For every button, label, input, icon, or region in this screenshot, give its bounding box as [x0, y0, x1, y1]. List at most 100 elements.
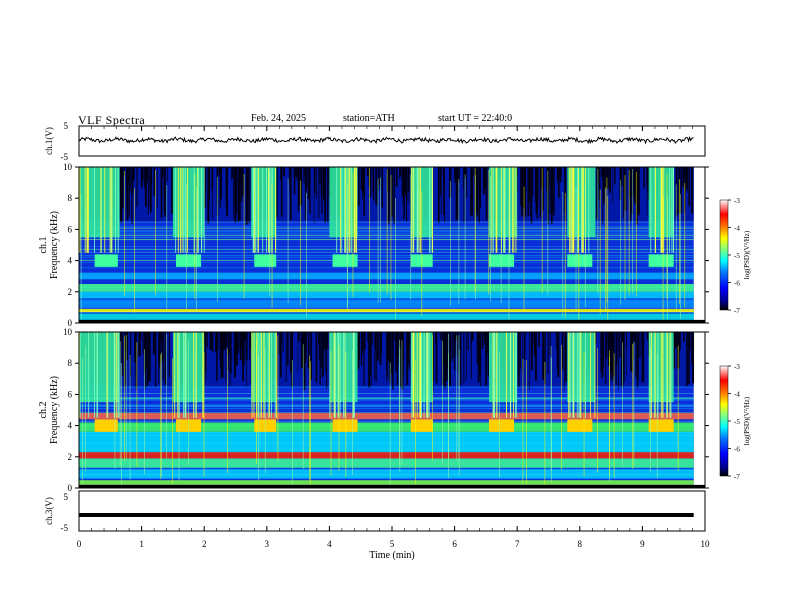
- noise-streak: [139, 332, 141, 357]
- sferic-spike: [456, 335, 458, 461]
- noise-streak: [451, 332, 453, 362]
- noise-streak: [212, 167, 213, 220]
- burst-streak: [267, 332, 269, 418]
- time-tick-label: 6: [452, 539, 457, 549]
- interference-line: [79, 399, 694, 401]
- burst-streak: [594, 332, 596, 418]
- sferic-spike: [458, 179, 460, 304]
- burst-streak: [88, 332, 90, 418]
- noise-streak: [609, 332, 611, 382]
- noise-streak: [148, 332, 150, 382]
- sferic-spike: [551, 357, 552, 483]
- burst-streak: [582, 167, 584, 253]
- burst-streak: [334, 332, 336, 418]
- noise-streak: [607, 167, 609, 183]
- noise-streak: [396, 332, 399, 364]
- noise-streak: [374, 332, 376, 381]
- noise-streak: [555, 332, 557, 348]
- burst-streak: [573, 167, 575, 253]
- noise-streak: [453, 332, 456, 358]
- sferic-spike: [160, 354, 162, 480]
- noise-streak: [358, 167, 360, 207]
- frequency-band: [79, 299, 694, 308]
- noise-streak: [132, 167, 135, 181]
- noise-streak: [530, 167, 533, 224]
- noise-streak: [618, 332, 620, 390]
- sferic-spike: [166, 185, 168, 310]
- burst-streak: [348, 167, 350, 253]
- burst-streak: [412, 332, 414, 418]
- ch3-ytick-top: 5: [64, 492, 69, 502]
- noise-streak: [481, 332, 484, 349]
- interference-line: [79, 398, 694, 400]
- noise-streak: [552, 167, 554, 214]
- noise-streak: [379, 332, 382, 366]
- burst-streak: [515, 332, 517, 418]
- noise-streak: [304, 332, 306, 387]
- noise-streak: [546, 167, 548, 192]
- noise-streak: [549, 332, 551, 356]
- frequency-band: [79, 313, 694, 320]
- noise-streak: [150, 332, 151, 382]
- noise-streak: [440, 167, 442, 215]
- noise-streak: [464, 167, 466, 179]
- noise-streak: [483, 332, 486, 342]
- noise-streak: [454, 167, 456, 183]
- noise-streak: [691, 167, 694, 214]
- burst-streak: [420, 332, 422, 418]
- frequency-band: [79, 284, 694, 292]
- interference-line: [79, 298, 694, 299]
- noise-streak: [307, 167, 310, 200]
- noise-streak: [235, 332, 238, 366]
- interference-line: [79, 230, 694, 232]
- interference-line: [79, 246, 694, 247]
- noise-streak: [485, 332, 487, 386]
- tone-segment: [94, 419, 118, 432]
- noise-streak: [445, 332, 448, 381]
- sferic-spike: [395, 198, 396, 323]
- noise-streak: [630, 332, 632, 346]
- noise-streak: [622, 332, 625, 348]
- sferic-spike: [256, 339, 257, 464]
- noise-streak: [233, 167, 234, 219]
- freq-tick-label: 8: [68, 193, 73, 203]
- freq-tick-label: 0: [68, 483, 73, 493]
- noise-streak: [633, 167, 635, 198]
- noise-streak: [455, 167, 458, 182]
- colorbar-tick-label: -5: [734, 252, 740, 260]
- noise-streak: [321, 167, 323, 214]
- noise-streak: [607, 332, 610, 366]
- noise-streak: [536, 167, 538, 186]
- sferic-spike: [578, 195, 580, 321]
- figure-title: VLF Spectra: [78, 113, 146, 127]
- noise-streak: [435, 332, 436, 344]
- sferic-spike: [458, 350, 460, 476]
- ch1-ytick-bottom: -5: [61, 152, 69, 162]
- sferic-spike: [415, 359, 417, 485]
- burst-streak: [416, 332, 418, 418]
- burst-streak: [269, 332, 270, 418]
- interference-line: [79, 397, 694, 399]
- noise-streak: [621, 332, 623, 386]
- noise-streak: [363, 332, 366, 350]
- frequency-band: [79, 308, 694, 313]
- noise-streak: [219, 332, 221, 361]
- noise-streak: [457, 332, 459, 356]
- time-tick-label: 3: [265, 539, 270, 549]
- interference-line: [79, 228, 694, 229]
- noise-streak: [674, 332, 677, 348]
- burst-streak: [339, 332, 341, 418]
- noise-streak: [164, 167, 166, 217]
- noise-streak: [598, 167, 600, 200]
- noise-streak: [549, 167, 551, 214]
- burst-streak: [650, 167, 652, 253]
- noise-streak: [529, 167, 531, 217]
- noise-streak: [246, 332, 248, 386]
- sferic-spike: [488, 169, 490, 295]
- sferic-spike: [620, 179, 622, 305]
- tone-segment: [648, 419, 674, 432]
- noise-streak: [524, 167, 527, 217]
- sferic-spike: [606, 177, 608, 303]
- sferic-spike: [541, 168, 543, 293]
- noise-streak: [600, 332, 602, 355]
